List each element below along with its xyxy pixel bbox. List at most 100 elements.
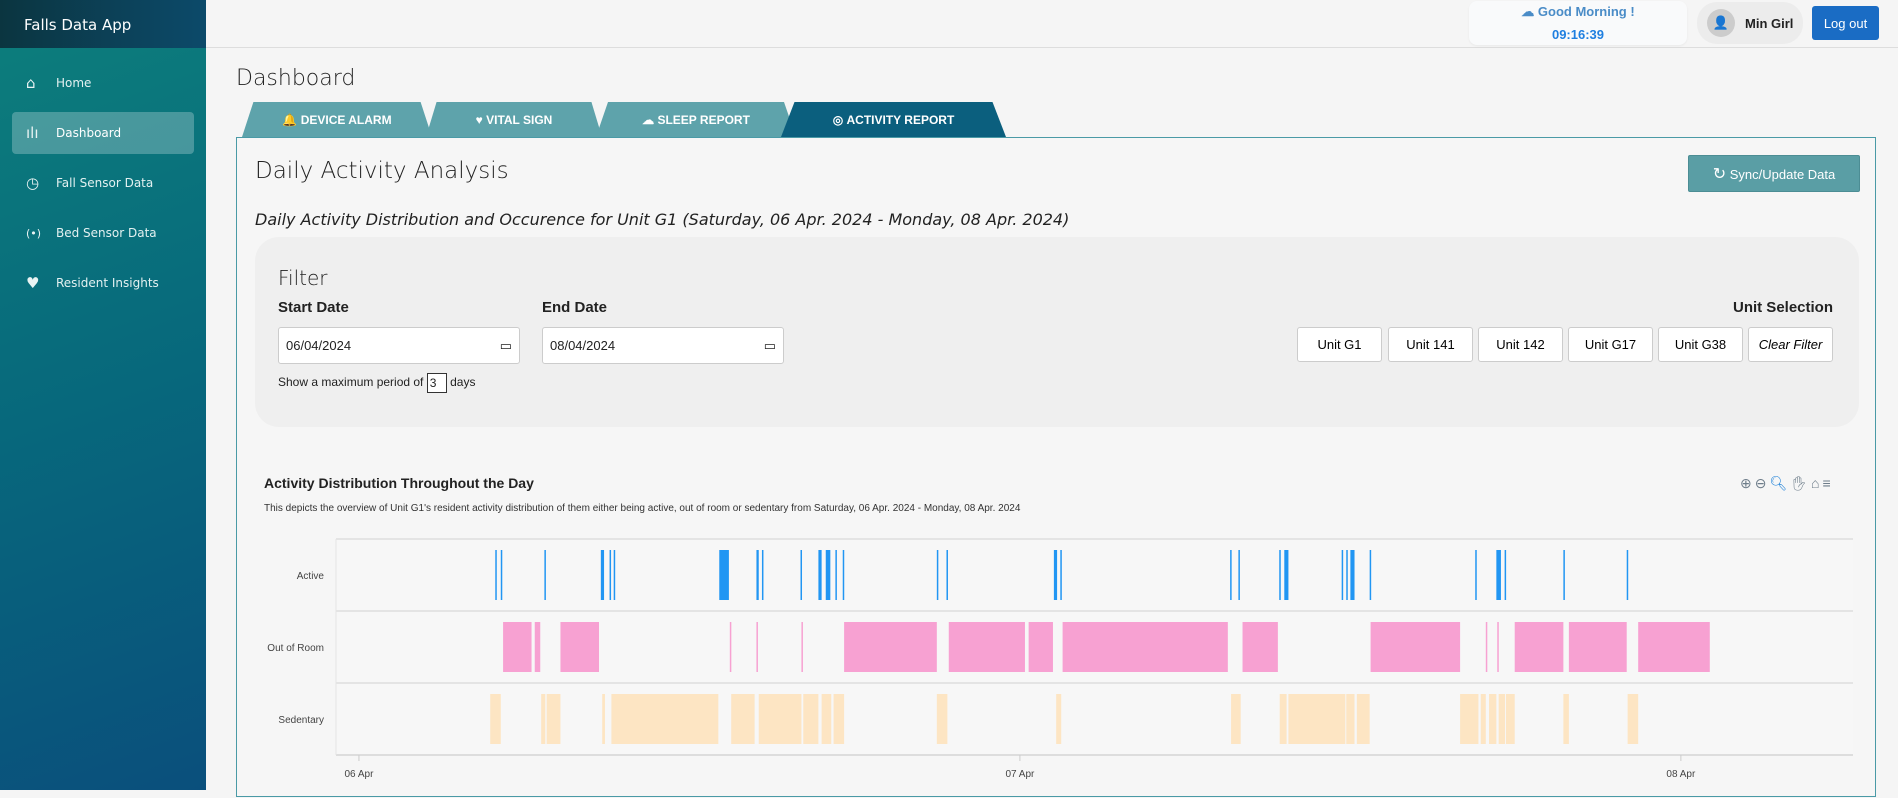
sidebar-item-fall-sensor-data[interactable]: ◷ Fall Sensor Data	[12, 162, 194, 204]
timeline-bar-out-of-room	[844, 622, 937, 672]
report-subtitle: Daily Activity Distribution and Occurenc…	[255, 210, 1069, 229]
sidebar-item-resident-insights[interactable]: ♥ Resident Insights	[12, 262, 194, 304]
timeline-bar-active	[719, 550, 729, 600]
avatar: 👤	[1707, 9, 1735, 37]
timeline-bar-active	[1053, 550, 1058, 600]
sidebar-item-bed-sensor-data[interactable]: (•) Bed Sensor Data	[12, 212, 194, 254]
timeline-bar-sedentary	[602, 694, 605, 744]
timeline-bar-active	[946, 550, 948, 600]
unit-g1-button[interactable]: Unit G1	[1297, 327, 1382, 362]
timeline-bar-active	[936, 550, 939, 600]
activity-report-panel: Daily Activity Analysis ↻ Sync/Update Da…	[236, 137, 1876, 797]
sidebar-item-label: Dashboard	[56, 126, 122, 140]
timeline-bar-active	[1060, 550, 1062, 600]
timeline-bar-active	[842, 550, 845, 600]
filter-panel: Filter Start Date End Date 06/04/2024 ▭ 0…	[255, 237, 1859, 427]
timeline-bar-out-of-room	[729, 622, 732, 672]
tab-device-alarm[interactable]: 🔔 DEVICE ALARM	[242, 102, 432, 137]
timeline-bar-out-of-room	[1638, 622, 1710, 672]
subtitle-range: (Saturday, 06 Apr. 2024 - Monday, 08 Apr…	[677, 210, 1070, 229]
timeline-bar-out-of-room	[1062, 622, 1228, 672]
timeline-bar-sedentary	[1563, 694, 1569, 744]
timeline-bar-active	[544, 550, 546, 600]
timeline-bar-active	[609, 550, 612, 600]
max-period: Show a maximum period of 3 days	[278, 373, 475, 393]
timeline-bar-out-of-room	[1568, 622, 1627, 672]
timeline-bar-out-of-room	[1242, 622, 1278, 672]
user-name: Min Girl	[1745, 15, 1794, 31]
clear-filter-button[interactable]: Clear Filter	[1748, 327, 1833, 362]
waveform-icon: ılı	[26, 124, 39, 142]
category-label: Out of Room	[267, 643, 324, 654]
app-title: Falls Data App	[0, 0, 206, 48]
timeline-bar-sedentary	[1056, 694, 1062, 744]
x-tick-label: 08 Apr	[1666, 769, 1696, 780]
timeline-bar-active	[495, 550, 497, 600]
zoom-in-icon[interactable]: ⊕	[1740, 475, 1755, 491]
sidebar-item-label: Resident Insights	[56, 276, 159, 290]
tab-sleep-report[interactable]: ☁ SLEEP REPORT	[596, 102, 796, 137]
unit-141-button[interactable]: Unit 141	[1388, 327, 1473, 362]
tab-activity-report[interactable]: ◎ ACTIVITY REPORT	[781, 102, 1006, 137]
sidebar: Falls Data App ⌂ Home ılı Dashboard ◷ Fall …	[0, 0, 206, 790]
timeline-bar-sedentary	[490, 694, 501, 744]
timeline-bar-active	[500, 550, 503, 600]
unit-142-button[interactable]: Unit 142	[1478, 327, 1563, 362]
pan-hand-icon[interactable]: ✋︎	[1790, 475, 1812, 491]
max-period-suffix: days	[450, 375, 476, 390]
subtitle-unit: Unit G1	[617, 210, 678, 229]
timeline-bar-active	[1369, 550, 1372, 600]
tab-label: ACTIVITY REPORT	[846, 112, 955, 127]
x-tick-label: 07 Apr	[1005, 769, 1035, 780]
timeline-bar-active	[756, 550, 759, 600]
unit-selection-label: Unit Selection	[1732, 299, 1833, 316]
reset-home-icon[interactable]: ⌂	[1811, 475, 1823, 491]
timeline-bar-out-of-room	[1370, 622, 1461, 672]
max-period-prefix: Show a maximum period of	[278, 375, 424, 390]
timeline-bar-active	[1475, 550, 1477, 600]
timeline-bar-out-of-room	[560, 622, 600, 672]
tab-vital-sign[interactable]: ♥ VITAL SIGN	[426, 102, 602, 137]
timeline-bar-active	[1626, 550, 1629, 600]
timeline-bar-active	[800, 550, 803, 600]
start-date-input[interactable]: 06/04/2024 ▭	[278, 327, 520, 364]
calendar-icon[interactable]: ▭	[763, 338, 776, 353]
timeline-bar-active	[1284, 550, 1289, 600]
timeline-bar-sedentary	[1489, 694, 1497, 744]
timeline-bar-sedentary	[1480, 694, 1486, 744]
clock-icon: ◷	[26, 174, 40, 192]
sync-update-button[interactable]: ↻ Sync/Update Data	[1688, 155, 1860, 192]
timeline-bar-sedentary	[546, 694, 561, 744]
sidebar-nav: ⌂ Home ılı Dashboard ◷ Fall Sensor Data (•)…	[0, 48, 206, 304]
logout-button[interactable]: Log out	[1812, 6, 1879, 40]
user-menu[interactable]: 👤 Min Girl	[1697, 2, 1803, 44]
timeline-bar-active	[761, 550, 764, 600]
unit-g38-button[interactable]: Unit G38	[1658, 327, 1743, 362]
timeline-bar-sedentary	[1288, 694, 1346, 744]
bell-icon: 🔔	[282, 112, 298, 127]
sidebar-item-home[interactable]: ⌂ Home	[12, 62, 194, 104]
calendar-icon[interactable]: ▭	[499, 338, 512, 353]
greeting-card: ☁ Good Morning ! 09:16:39	[1469, 1, 1687, 45]
zoom-out-icon[interactable]: ⊖	[1754, 475, 1770, 491]
timeline-bar-out-of-room	[1514, 622, 1564, 672]
category-label: Active	[297, 571, 325, 582]
timeline-bar-active	[1504, 550, 1507, 600]
max-period-input[interactable]: 3	[426, 373, 447, 393]
timeline-bar-sedentary	[936, 694, 948, 744]
end-date-input[interactable]: 08/04/2024 ▭	[542, 327, 784, 364]
start-date-label: Start Date	[278, 299, 349, 316]
menu-icon[interactable]: ≡	[1822, 475, 1834, 491]
sync-label: Sync/Update Data	[1729, 166, 1836, 182]
timeline-bar-active	[1341, 550, 1344, 600]
sidebar-item-dashboard[interactable]: ılı Dashboard	[12, 112, 194, 154]
subtitle-prefix: Daily Activity Distribution and Occurenc…	[255, 210, 618, 229]
unit-g17-button[interactable]: Unit G17	[1568, 327, 1653, 362]
chart-subtitle: This depicts the overview of Unit G1's r…	[264, 503, 1021, 514]
timeline-bar-sedentary	[1346, 694, 1355, 744]
start-date-value: 06/04/2024	[286, 338, 352, 353]
timeline-bar-out-of-room	[756, 622, 758, 672]
timeline-bar-out-of-room	[948, 622, 1025, 672]
selection-zoom-icon[interactable]: 🔍︎	[1769, 475, 1791, 491]
tab-label: DEVICE ALARM	[300, 112, 392, 127]
